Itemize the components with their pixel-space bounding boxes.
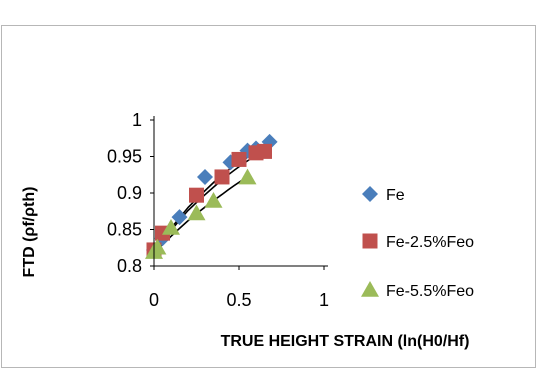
data-point bbox=[197, 168, 213, 185]
y-tick-label: 0.95 bbox=[107, 147, 142, 167]
y-tick-label: 0.9 bbox=[117, 183, 142, 203]
data-point bbox=[187, 204, 206, 221]
data-point bbox=[231, 151, 247, 167]
chart-svg: 0.8 0.85 0.9 0.95 1 0 0.5 1 Fe Fe-2.5%Feo Fe-5.5%… bbox=[21, 110, 474, 350]
data-point bbox=[148, 238, 167, 255]
x-tick-label: 0.5 bbox=[226, 290, 251, 310]
data-point bbox=[204, 192, 223, 208]
data-point bbox=[214, 169, 230, 185]
legend-marker bbox=[362, 186, 378, 202]
legend-label: Fe-5.5%Feo bbox=[386, 283, 474, 300]
data-point bbox=[162, 219, 180, 235]
data-point bbox=[238, 168, 257, 185]
x-tick-label: 1 bbox=[319, 290, 329, 310]
data-markers bbox=[145, 133, 278, 259]
data-point bbox=[257, 143, 272, 159]
data-point bbox=[171, 209, 188, 226]
legend: Fe Fe-2.5%Feo Fe-5.5%Feo bbox=[361, 186, 474, 300]
x-axis-title: TRUE HEIGHT STRAIN (ln(H0/Hf) bbox=[221, 333, 470, 350]
y-tick-label: 0.8 bbox=[117, 256, 142, 276]
y-tick-label: 0.85 bbox=[107, 220, 142, 240]
legend-marker bbox=[361, 281, 379, 297]
chart-area: 0.8 0.85 0.9 0.95 1 0 0.5 1 Fe Fe-2.5%Feo Fe-5.5%… bbox=[1, 25, 536, 368]
legend-label: Fe-2.5%Feo bbox=[386, 234, 474, 251]
legend-label: Fe bbox=[386, 187, 405, 204]
x-tick-label: 0 bbox=[149, 290, 159, 310]
legend-marker bbox=[362, 233, 378, 249]
y-axis-title: FTD (ρf/ρth) bbox=[21, 187, 38, 278]
axes: 0.8 0.85 0.9 0.95 1 0 0.5 1 bbox=[107, 110, 329, 310]
data-point bbox=[189, 187, 204, 203]
y-tick-label: 1 bbox=[132, 110, 142, 130]
